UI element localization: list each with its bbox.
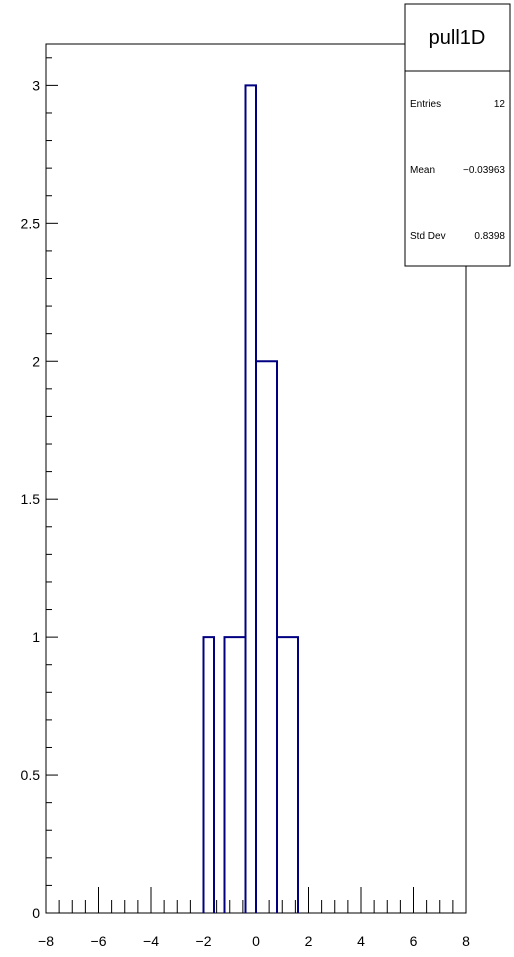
x-tick-label: 0 (252, 933, 260, 949)
stats-stddev-value: 0.8398 (474, 231, 505, 242)
x-tick-label: 8 (462, 933, 470, 949)
stats-mean-value: −0.03963 (463, 165, 505, 176)
x-tick-label: −6 (91, 933, 107, 949)
histogram-bin (244, 84, 257, 913)
histogram-bin (276, 636, 299, 913)
y-tick-label: 1.5 (21, 491, 41, 507)
tick-labels: −8 −6 −4 −2 0 2 4 6 8 0 0.5 1 1.5 2 2.5 3 (21, 77, 471, 949)
y-tick-label: 1 (32, 629, 40, 645)
stats-stddev-label: Std Dev (410, 231, 446, 242)
histogram-bin (223, 636, 247, 913)
y-tick-label: 2.5 (21, 215, 41, 231)
x-tick-label: −2 (196, 933, 212, 949)
histogram-series (202, 84, 299, 913)
x-tick-label: 2 (305, 933, 313, 949)
histogram-bin (202, 636, 215, 913)
y-tick-label: 0.5 (21, 767, 41, 783)
x-tick-label: 6 (410, 933, 418, 949)
y-tick-label: 2 (32, 353, 40, 369)
stats-mean-label: Mean (410, 165, 435, 176)
stats-box-frame (404, 3, 511, 267)
x-tick-label: −4 (143, 933, 159, 949)
stats-box: pull1D Entries 12 Mean −0.03963 Std Dev … (404, 3, 511, 267)
x-tick-label: −8 (38, 933, 54, 949)
stats-entries-label: Entries (410, 99, 441, 110)
x-tick-label: 4 (357, 933, 365, 949)
stats-box-title: pull1D (429, 27, 486, 49)
y-tick-label: 3 (32, 77, 40, 93)
y-tick-label: 0 (32, 905, 40, 921)
histogram-bin (255, 360, 278, 913)
stats-entries-value: 12 (494, 99, 506, 110)
